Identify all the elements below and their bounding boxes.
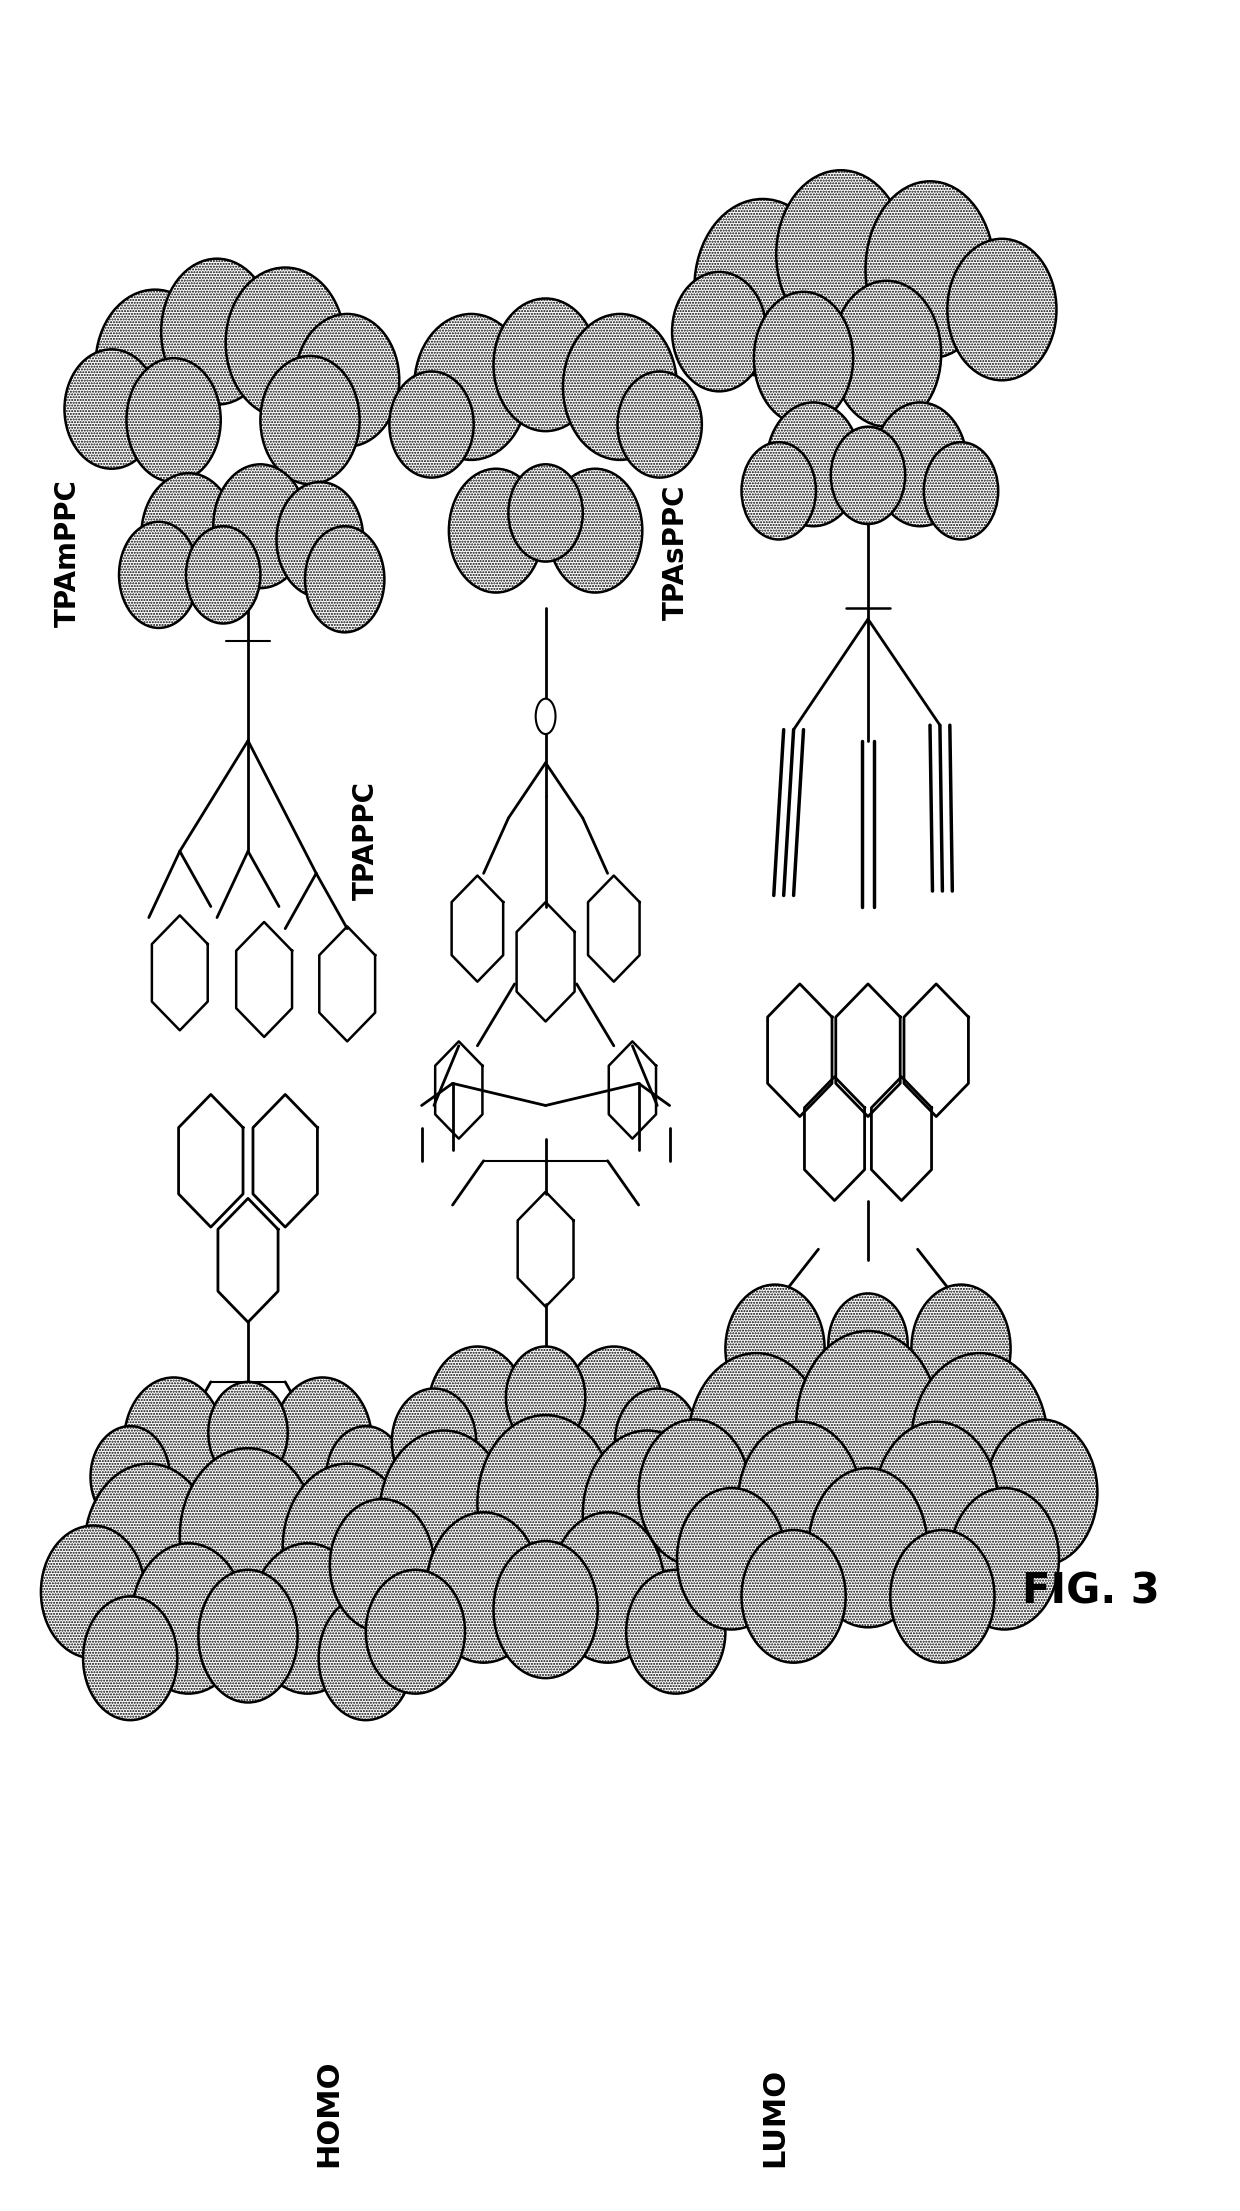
Ellipse shape xyxy=(414,314,528,460)
Ellipse shape xyxy=(766,402,861,526)
Ellipse shape xyxy=(615,1389,699,1495)
Ellipse shape xyxy=(366,1570,465,1694)
Ellipse shape xyxy=(250,1543,365,1694)
Ellipse shape xyxy=(283,1464,412,1632)
Ellipse shape xyxy=(131,1543,246,1694)
Ellipse shape xyxy=(351,1526,455,1658)
Ellipse shape xyxy=(273,1377,372,1506)
Ellipse shape xyxy=(277,482,363,597)
Ellipse shape xyxy=(950,1488,1059,1630)
Ellipse shape xyxy=(672,272,766,391)
Ellipse shape xyxy=(41,1526,145,1658)
Ellipse shape xyxy=(947,239,1056,380)
Ellipse shape xyxy=(95,290,215,440)
Ellipse shape xyxy=(890,1530,994,1663)
Ellipse shape xyxy=(213,464,308,588)
Ellipse shape xyxy=(208,1382,288,1484)
Ellipse shape xyxy=(494,1541,598,1678)
Ellipse shape xyxy=(226,268,345,418)
Ellipse shape xyxy=(449,469,543,593)
Ellipse shape xyxy=(563,314,677,460)
Ellipse shape xyxy=(260,356,360,484)
Ellipse shape xyxy=(392,1389,476,1495)
Ellipse shape xyxy=(831,427,905,524)
Ellipse shape xyxy=(873,402,967,526)
Ellipse shape xyxy=(91,1426,170,1528)
Ellipse shape xyxy=(564,1346,663,1475)
Ellipse shape xyxy=(198,1570,298,1702)
Ellipse shape xyxy=(874,1422,998,1585)
Text: LUMO: LUMO xyxy=(760,2067,790,2167)
Ellipse shape xyxy=(618,371,702,478)
Ellipse shape xyxy=(295,314,399,447)
Ellipse shape xyxy=(83,1596,177,1720)
Ellipse shape xyxy=(506,1346,585,1448)
Ellipse shape xyxy=(379,1431,508,1599)
Ellipse shape xyxy=(477,1415,614,1592)
Ellipse shape xyxy=(911,1353,1048,1530)
Ellipse shape xyxy=(742,442,816,539)
Ellipse shape xyxy=(657,1499,761,1632)
Text: FIG. 3: FIG. 3 xyxy=(1022,1572,1161,1612)
Ellipse shape xyxy=(508,464,583,562)
Ellipse shape xyxy=(180,1448,316,1625)
Ellipse shape xyxy=(776,170,905,338)
Ellipse shape xyxy=(754,292,853,425)
Ellipse shape xyxy=(319,1596,413,1720)
Ellipse shape xyxy=(126,358,221,482)
Ellipse shape xyxy=(428,1346,527,1475)
Ellipse shape xyxy=(124,1377,223,1506)
Ellipse shape xyxy=(688,1353,825,1530)
Text: TPAmPPC: TPAmPPC xyxy=(55,480,82,626)
Ellipse shape xyxy=(161,259,273,405)
Ellipse shape xyxy=(427,1512,541,1663)
Ellipse shape xyxy=(808,1468,928,1627)
Ellipse shape xyxy=(330,1499,434,1632)
Ellipse shape xyxy=(828,1293,908,1395)
Text: TPAPPC: TPAPPC xyxy=(352,780,379,900)
Ellipse shape xyxy=(742,1530,846,1663)
Ellipse shape xyxy=(986,1419,1097,1565)
Ellipse shape xyxy=(389,371,474,478)
Text: HOMO: HOMO xyxy=(314,2058,343,2167)
Text: TPAsPPC: TPAsPPC xyxy=(662,484,689,621)
Ellipse shape xyxy=(911,1285,1011,1413)
Ellipse shape xyxy=(583,1431,712,1599)
Ellipse shape xyxy=(866,181,994,358)
Ellipse shape xyxy=(677,1488,786,1630)
Ellipse shape xyxy=(305,526,384,632)
Ellipse shape xyxy=(832,281,941,427)
Ellipse shape xyxy=(725,1285,825,1413)
Ellipse shape xyxy=(186,526,260,624)
Ellipse shape xyxy=(141,473,236,597)
Ellipse shape xyxy=(551,1512,665,1663)
Ellipse shape xyxy=(119,522,198,628)
Ellipse shape xyxy=(548,469,642,593)
Ellipse shape xyxy=(326,1426,405,1528)
Ellipse shape xyxy=(796,1331,940,1521)
Ellipse shape xyxy=(738,1422,862,1585)
Ellipse shape xyxy=(639,1419,750,1565)
Ellipse shape xyxy=(84,1464,213,1632)
Ellipse shape xyxy=(694,199,831,376)
Ellipse shape xyxy=(924,442,998,539)
Ellipse shape xyxy=(64,349,159,469)
Ellipse shape xyxy=(494,298,598,431)
Circle shape xyxy=(536,699,556,734)
Ellipse shape xyxy=(626,1570,725,1694)
